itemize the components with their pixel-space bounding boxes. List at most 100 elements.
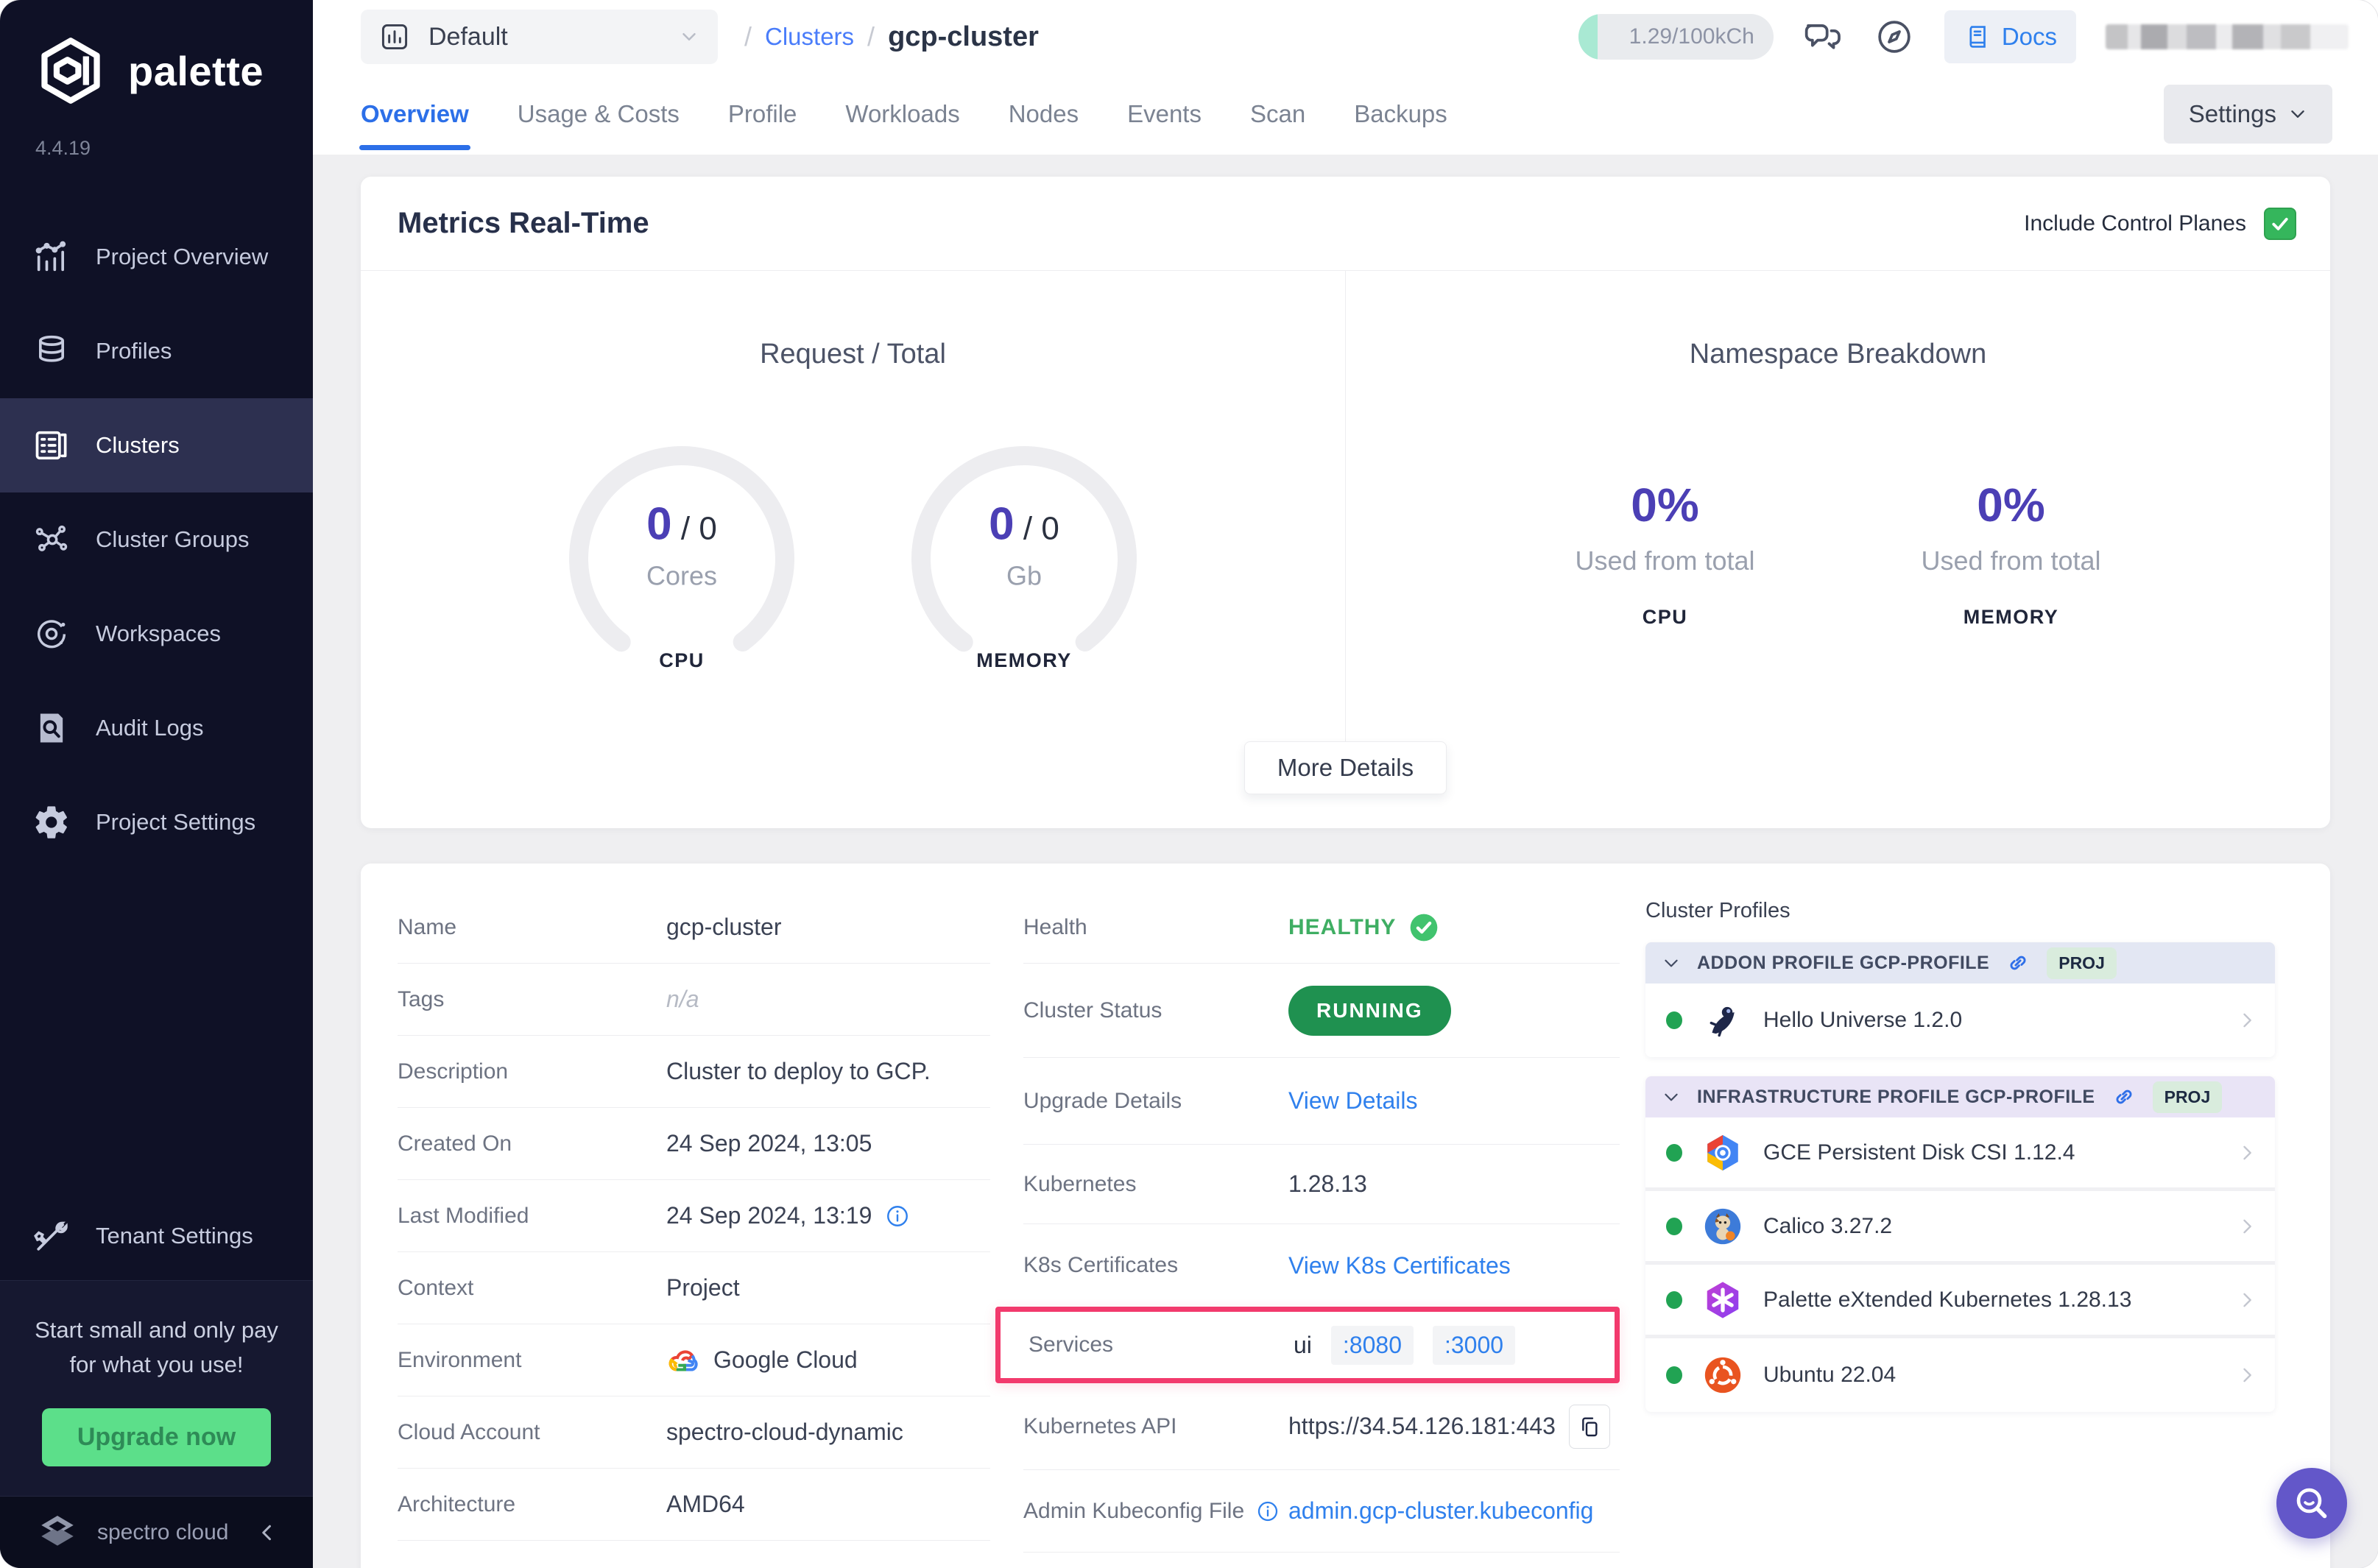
copy-icon[interactable]: [1568, 1404, 1610, 1449]
settings-button[interactable]: Settings: [2163, 85, 2332, 144]
gear-icon: [32, 803, 71, 841]
chevron-down-icon: [678, 26, 700, 48]
detail-value: n/a: [666, 986, 699, 1012]
google-cloud-icon: [666, 1346, 700, 1375]
cluster-profiles-title: Cluster Profiles: [1645, 899, 1790, 922]
profile-item-calico[interactable]: Calico 3.27.2: [1645, 1191, 2275, 1265]
kubeconfig-download-link[interactable]: admin.gcp-cluster.kubeconfig: [1288, 1497, 1594, 1524]
sidebar-item-project-settings[interactable]: Project Settings: [0, 775, 313, 869]
tab-usage-costs[interactable]: Usage & Costs: [517, 100, 680, 127]
cluster-details-card: Name gcp-cluster Tags n/a Description Cl…: [361, 864, 2330, 1568]
profile-item-label: Calico 3.27.2: [1763, 1213, 1893, 1238]
detail-row-architecture: Architecture AMD64: [398, 1469, 990, 1541]
docs-button[interactable]: Docs: [1944, 10, 2076, 63]
service-port-3000-link[interactable]: :3000: [1432, 1325, 1516, 1365]
pxk-icon: [1701, 1279, 1744, 1321]
upgrade-now-button[interactable]: Upgrade now: [41, 1408, 272, 1466]
sidebar-footer: spectro cloud: [0, 1496, 313, 1568]
sidebar-item-profiles[interactable]: Profiles: [0, 304, 313, 398]
sidebar-item-project-overview[interactable]: Project Overview: [0, 210, 313, 304]
detail-label: Services: [1029, 1332, 1114, 1357]
sidebar-item-label: Cluster Groups: [96, 526, 250, 552]
view-k8s-certificates-link[interactable]: View K8s Certificates: [1288, 1251, 1511, 1279]
search-fab-button[interactable]: [2276, 1468, 2347, 1539]
view-details-link[interactable]: View Details: [1288, 1087, 1418, 1114]
service-port-8080-link[interactable]: :8080: [1330, 1325, 1414, 1365]
sidebar-item-cluster-groups[interactable]: Cluster Groups: [0, 492, 313, 587]
sidebar-item-tenant-settings[interactable]: Tenant Settings: [0, 1192, 313, 1280]
detail-row-tags: Tags n/a: [398, 964, 990, 1036]
api-endpoint-value: https://34.54.126.181:443: [1288, 1413, 1556, 1439]
gauge-total: 0: [1041, 510, 1059, 547]
profile-item-label: Palette eXtended Kubernetes 1.28.13: [1763, 1287, 2132, 1312]
sidebar-spacer: [0, 869, 313, 1192]
chevron-right-icon: [2237, 1290, 2257, 1310]
more-details-button[interactable]: More Details: [1243, 741, 1447, 794]
detail-row-kubernetes-api: Kubernetes API https://34.54.126.181:443: [1023, 1383, 1620, 1470]
profile-item-gce-disk[interactable]: GCE Persistent Disk CSI 1.12.4: [1645, 1117, 2275, 1191]
detail-value: AMD64: [666, 1491, 745, 1517]
tab-scan[interactable]: Scan: [1249, 100, 1306, 127]
upgrade-promo: Start small and only pay for what you us…: [0, 1280, 313, 1496]
profile-item-ubuntu[interactable]: Ubuntu 22.04: [1645, 1338, 2275, 1412]
check-icon: [2272, 217, 2288, 230]
profile-item-label: Hello Universe 1.2.0: [1763, 1008, 1963, 1032]
tab-nodes[interactable]: Nodes: [1008, 100, 1079, 127]
tab-events[interactable]: Events: [1127, 100, 1202, 127]
health-status-text: HEALTHY: [1288, 914, 1397, 939]
detail-label: Tags: [398, 986, 445, 1011]
profile-item-pxk[interactable]: Palette eXtended Kubernetes 1.28.13: [1645, 1265, 2275, 1338]
sidebar-item-label: Profiles: [96, 338, 172, 364]
chat-icon[interactable]: [1803, 16, 1844, 57]
collapse-sidebar-icon[interactable]: [257, 1522, 279, 1544]
detail-label: Last Modified: [398, 1203, 529, 1228]
status-dot: [1666, 1366, 1682, 1384]
compass-icon[interactable]: [1874, 16, 1915, 57]
project-selector[interactable]: Default: [361, 10, 718, 64]
profile-item-hello-universe[interactable]: Hello Universe 1.2.0: [1645, 983, 2275, 1057]
main-area: Default / Clusters / gcp-cluster 1.29/10…: [313, 0, 2378, 1568]
sidebar-item-label: Project Settings: [96, 809, 256, 835]
detail-label: Kubernetes: [1023, 1171, 1137, 1196]
request-total-title: Request / Total: [760, 339, 946, 370]
infrastructure-profile-header[interactable]: INFRASTRUCTURE PROFILE GCP-PROFILE PROJ: [1645, 1076, 2275, 1117]
tab-profile[interactable]: Profile: [727, 100, 797, 127]
info-icon[interactable]: [1256, 1500, 1280, 1523]
namespace-label: CPU: [1642, 606, 1688, 628]
brand: palette: [0, 0, 313, 109]
tab-backups[interactable]: Backups: [1354, 100, 1447, 127]
link-icon[interactable]: [2111, 1084, 2137, 1109]
sidebar-item-clusters[interactable]: Clusters: [0, 398, 313, 492]
metrics-header: Metrics Real-Time Include Control Planes: [361, 177, 2330, 271]
content: Metrics Real-Time Include Control Planes…: [313, 155, 2378, 1568]
user-name-blurred[interactable]: [2106, 24, 2349, 49]
include-control-planes-checkbox[interactable]: [2264, 207, 2296, 240]
gce-disk-icon: [1701, 1131, 1744, 1174]
info-icon[interactable]: [885, 1204, 910, 1229]
addon-profile-header[interactable]: ADDON PROFILE GCP-PROFILE PROJ: [1645, 942, 2275, 983]
layers-icon: [32, 332, 71, 370]
breadcrumb-clusters-link[interactable]: Clusters: [765, 23, 855, 50]
detail-value: 24 Sep 2024, 13:19: [666, 1202, 872, 1229]
gauge-divider: /: [680, 510, 691, 547]
tab-workloads[interactable]: Workloads: [845, 100, 960, 127]
detail-row-admin-kubeconfig: Admin Kubeconfig File admin.gcp-cluster.…: [1023, 1470, 1620, 1553]
status-dot: [1666, 1217, 1682, 1235]
chevron-right-icon: [2237, 1010, 2257, 1031]
detail-row-last-modified: Last Modified 24 Sep 2024, 13:19: [398, 1180, 990, 1252]
detail-row-upgrade-details: Upgrade Details View Details: [1023, 1058, 1620, 1145]
services-highlight-box: Services ui :8080 :3000: [995, 1307, 1620, 1383]
metrics-title: Metrics Real-Time: [398, 207, 649, 239]
link-icon[interactable]: [2005, 950, 2031, 975]
chevron-right-icon: [2237, 1216, 2257, 1237]
sidebar-item-audit-logs[interactable]: Audit Logs: [0, 681, 313, 775]
project-selector-value: Default: [428, 22, 508, 51]
detail-label: Admin Kubeconfig File: [1023, 1498, 1245, 1523]
sidebar-item-workspaces[interactable]: Workspaces: [0, 587, 313, 681]
tools-icon: [32, 1217, 71, 1255]
detail-value: Google Cloud: [713, 1346, 858, 1373]
tab-overview[interactable]: Overview: [359, 74, 470, 155]
check-circle-icon: [1408, 911, 1440, 944]
detail-label: Architecture: [398, 1491, 516, 1516]
